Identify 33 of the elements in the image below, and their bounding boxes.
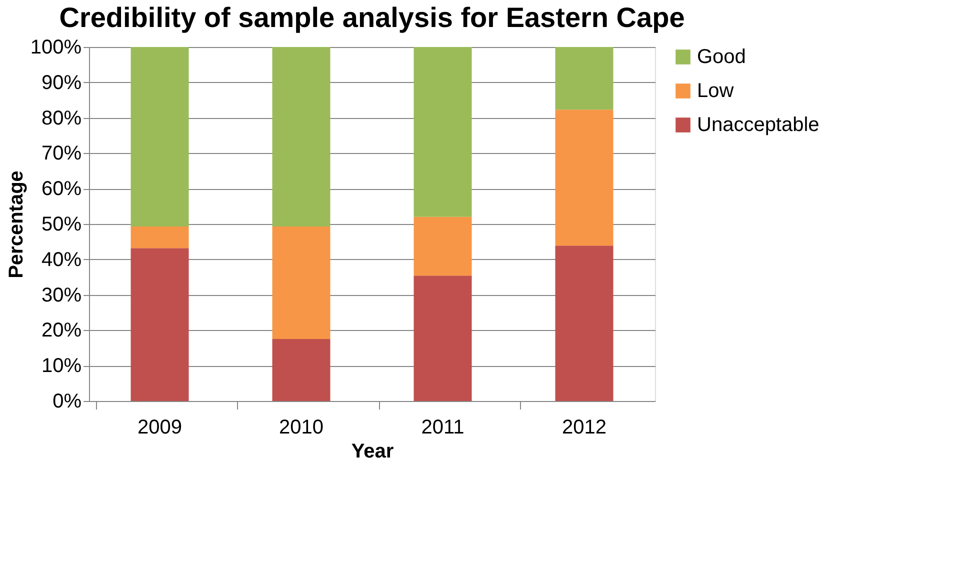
bar: [130, 248, 189, 401]
y-tick-label: 20%: [41, 320, 82, 342]
y-tick-label: 80%: [41, 107, 82, 130]
bar: [555, 47, 614, 110]
bar: [130, 47, 189, 226]
x-tick-label: 2012: [562, 416, 606, 438]
y-tick-label: 90%: [41, 72, 82, 94]
bar: [555, 246, 614, 401]
bar: [272, 339, 330, 401]
bar: [555, 110, 614, 246]
legend-label: Low: [697, 80, 734, 102]
y-tick-label: 70%: [41, 142, 82, 165]
bar: [272, 47, 330, 226]
x-tick-label: 2011: [421, 416, 464, 438]
y-tick-label: 60%: [41, 178, 82, 200]
y-tick-label: 50%: [41, 214, 82, 236]
legend-label: Good: [697, 46, 746, 68]
y-axis-title: Percentage: [5, 170, 28, 278]
bar: [130, 226, 189, 248]
bar: [272, 226, 330, 340]
chart-title: Credibility of sample analysis for Eastern Cape: [59, 2, 685, 33]
x-axis-title: Year: [351, 440, 394, 462]
y-tick-label: 40%: [41, 248, 82, 271]
bar: [414, 276, 472, 401]
bar: [414, 216, 472, 276]
x-tick-label: 2009: [138, 416, 182, 438]
y-tick-label: 10%: [41, 355, 82, 378]
legend-label: Unacceptable: [697, 114, 820, 136]
y-tick-label: 0%: [52, 390, 82, 412]
y-tick-label: 100%: [30, 36, 82, 58]
x-tick-label: 2010: [279, 416, 324, 438]
y-tick-label: 30%: [41, 284, 82, 306]
bar: [414, 47, 472, 217]
